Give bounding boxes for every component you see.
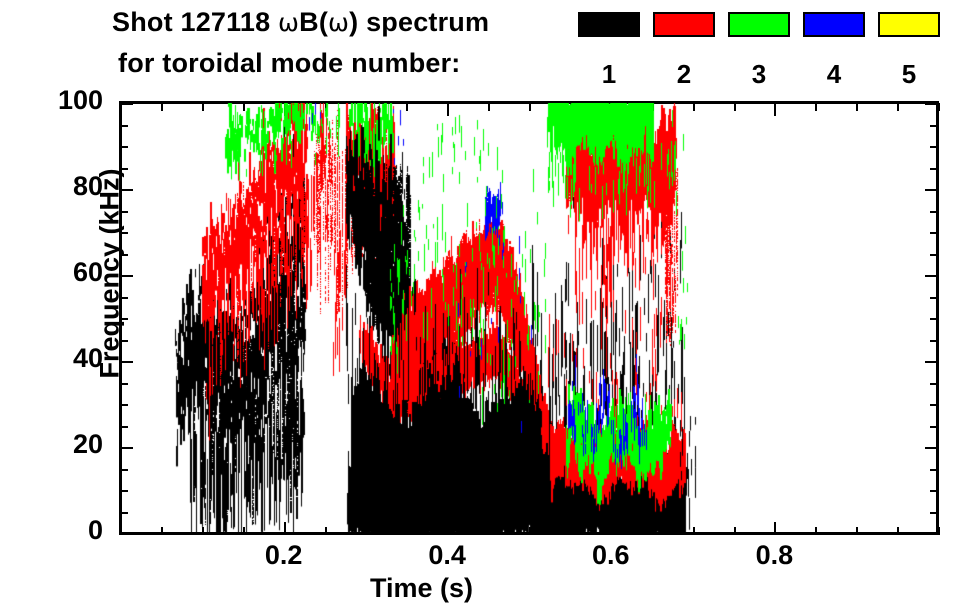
figure-title: Shot 127118 ωB(ω) spectrum [112, 7, 489, 38]
legend-swatch-n4 [803, 12, 865, 37]
x-tick-label: 0.4 [428, 540, 466, 570]
legend-swatch-n5 [878, 12, 940, 37]
y-tick-label: 20 [72, 429, 103, 459]
plot-area [120, 103, 938, 533]
x-tick-label: 0.6 [592, 540, 630, 570]
y-tick-label: 0 [87, 515, 103, 545]
y-tick-label: 80 [72, 171, 103, 201]
omega-symbol-2: ω [328, 8, 350, 37]
y-tick [120, 533, 133, 535]
figure-subtitle: for toroidal mode number: [118, 48, 461, 78]
legend-label-n4: 4 [826, 59, 842, 89]
omega-symbol-1: ω [278, 8, 300, 37]
y-tick-label: 60 [72, 257, 103, 287]
legend-swatch-n2 [653, 12, 715, 37]
figure-title-text-pre: Shot 127118 [112, 7, 278, 37]
x-tick [938, 527, 940, 535]
legend-swatch-n3 [728, 12, 790, 37]
y-tick-right [925, 533, 938, 535]
legend-label-n3: 3 [751, 59, 767, 89]
y-tick-label: 100 [57, 85, 103, 115]
x-tick-label: 0.2 [264, 540, 303, 570]
legend-label-n5: 5 [901, 59, 917, 89]
figure-title-text-post: ) spectrum [349, 7, 490, 37]
x-axis-label: Time (s) [370, 573, 474, 603]
legend-label-n1: 1 [601, 59, 617, 89]
figure-title-text-mid: B( [299, 7, 329, 37]
x-tick-top [938, 103, 940, 111]
axis-top-spine [120, 101, 939, 104]
y-tick-label: 40 [72, 343, 103, 373]
x-tick-label: 0.8 [755, 540, 794, 570]
legend-swatch-n1 [578, 12, 640, 37]
legend-label-n2: 2 [676, 59, 692, 89]
spectrogram-canvas [120, 103, 938, 533]
